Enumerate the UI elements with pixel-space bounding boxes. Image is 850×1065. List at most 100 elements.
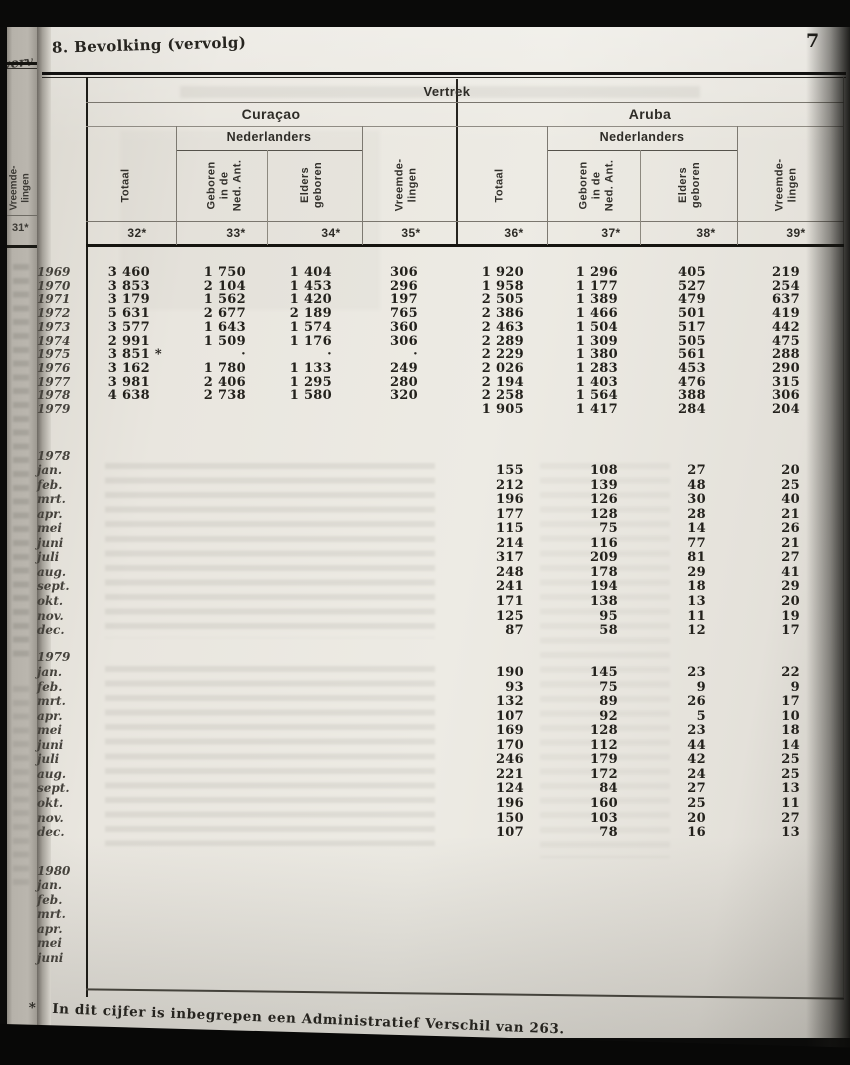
column-number: 33* (226, 226, 246, 240)
column-header-label: Totaal (493, 168, 506, 202)
row-label: feb. (37, 477, 63, 492)
table-cell: 246 (495, 752, 524, 768)
table-cell: 58 (599, 623, 618, 639)
table-cell: 1 177 (575, 278, 618, 294)
table-cell: 1 574 (289, 319, 332, 335)
bleed-through-text (120, 130, 380, 310)
table-cell: 249 (389, 360, 418, 376)
table-cell: 1 420 (289, 292, 332, 308)
table-cell: 290 (771, 360, 800, 376)
table-cell: 20 (781, 463, 800, 478)
table-cell: 241 (495, 579, 524, 595)
table-rule (86, 102, 844, 103)
table-cell: 1 564 (575, 388, 618, 404)
table-cell: 2 463 (481, 319, 524, 335)
table-cell: 42 (687, 752, 706, 768)
table-cell: 306 (389, 333, 418, 349)
header-rule (42, 72, 846, 75)
table-cell: 107 (495, 825, 524, 841)
column-number: 34* (321, 226, 341, 240)
table-cell: 2 677 (203, 306, 246, 322)
table-title: Vertrek (423, 84, 471, 99)
table-cell: 41 (781, 564, 800, 580)
table-cell: 25 (781, 477, 800, 493)
row-label: 1969 (37, 265, 71, 279)
table-cell: 170 (495, 737, 524, 753)
table-cell: 23 (687, 665, 706, 680)
table-cell: 2 229 (481, 347, 524, 363)
table-cell: 320 (389, 388, 418, 404)
table-cell: 442 (771, 319, 800, 335)
table-cell: 95 (599, 608, 618, 624)
table-cell: 2 258 (481, 388, 524, 404)
table-cell: 765 (389, 306, 418, 322)
row-label: 1972 (37, 306, 71, 321)
prev-page-column-number: 31* (12, 222, 29, 234)
table-cell: 288 (771, 347, 800, 363)
group-underline (176, 150, 362, 151)
table-cell: 126 (589, 492, 618, 508)
table-cell: · (327, 347, 332, 363)
row-label: feb. (37, 892, 63, 907)
table-cell: 107 (495, 708, 524, 724)
group-underline (547, 150, 737, 151)
table-cell: 388 (677, 388, 706, 404)
table-cell: 3 981 (107, 374, 150, 390)
row-label: 1979 (37, 402, 71, 416)
table-cell: 132 (495, 694, 524, 710)
table-cell: 505 (677, 333, 706, 349)
table-cell: 1 404 (289, 265, 332, 280)
table-cell: 9 (790, 679, 800, 695)
table-cell: 1 750 (203, 265, 246, 280)
row-label: jan. (37, 463, 63, 477)
table-cell: 317 (495, 550, 524, 566)
table-cell: 219 (771, 265, 800, 280)
column-header-label: Totaal (119, 168, 132, 202)
row-label: mei (37, 723, 62, 738)
table-cell: 145 (589, 665, 618, 680)
table-cell: 214 (495, 535, 524, 551)
table-cell: 2 289 (481, 333, 524, 349)
table-cell: 2 505 (481, 292, 524, 308)
table-cell: · (241, 347, 246, 363)
table-cell: 1 905 (481, 402, 524, 417)
table-cell: 44 (687, 737, 706, 753)
year-block-label: 1978 (37, 449, 71, 463)
row-label: juni (37, 950, 64, 965)
row-label: 1975 (37, 347, 71, 362)
table-cell: 476 (677, 374, 706, 390)
table-cell: 248 (495, 564, 524, 580)
table-cell: 475 (771, 333, 800, 349)
table-cell: 3 460 (107, 265, 150, 280)
column-number: 35* (401, 226, 421, 240)
table-cell: 5 (696, 708, 706, 724)
table-cell: 26 (687, 694, 706, 710)
table-cell: 177 (495, 506, 524, 522)
row-label: okt. (37, 593, 64, 608)
row-label: juni (37, 737, 64, 752)
table-cell: 1 509 (203, 333, 246, 349)
table-cell: 3 577 (107, 319, 150, 335)
table-cell: 1 283 (575, 360, 618, 376)
table-cell: 527 (677, 278, 706, 294)
table-cell: 194 (589, 579, 618, 595)
column-header: Elders geboren (645, 152, 735, 218)
table-cell: 1 643 (203, 319, 246, 335)
row-label: mrt. (37, 694, 66, 709)
table-cell: 284 (677, 402, 706, 417)
column-number: 39* (786, 226, 806, 240)
column-header: Vreemde- lingen (361, 152, 451, 218)
page-lighting (51, 26, 850, 1038)
table-cell: 12 (687, 623, 706, 639)
table-cell: 77 (687, 535, 706, 551)
table-cell: 10 (781, 708, 800, 724)
table-cell: 254 (771, 278, 800, 294)
table-cell: 315 (771, 374, 800, 390)
table-cell: 3 162 (107, 360, 150, 376)
column-header-label: Elders geboren (677, 161, 702, 209)
bleed-through-numbers (540, 463, 670, 858)
table-cell: 306 (771, 388, 800, 404)
table-cell: 27 (687, 781, 706, 797)
table-cell: 172 (589, 766, 618, 782)
table-cell: 11 (687, 608, 706, 624)
